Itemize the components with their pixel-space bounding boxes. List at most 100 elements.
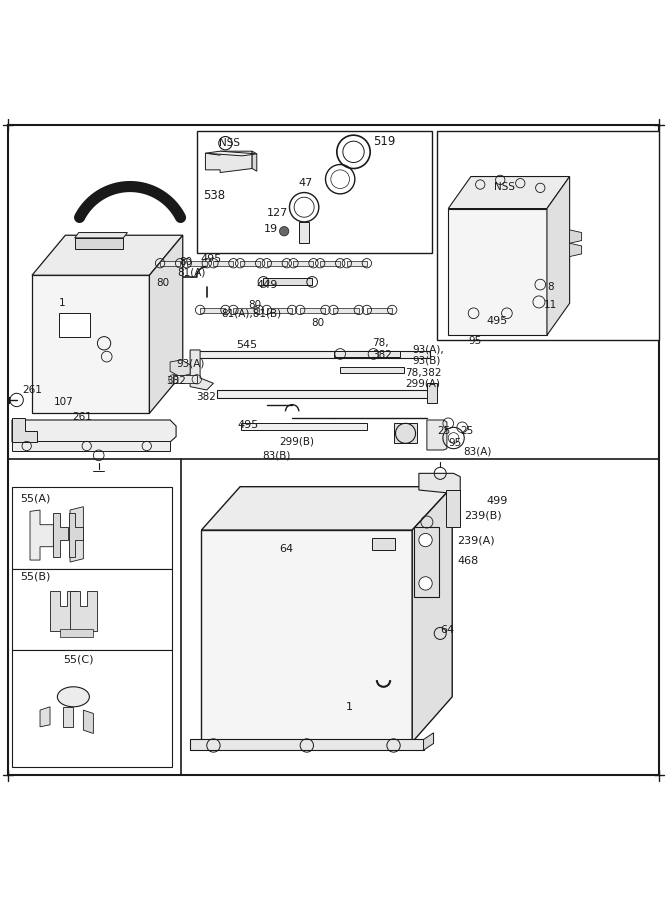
Polygon shape bbox=[63, 706, 73, 727]
Text: 25: 25 bbox=[438, 426, 451, 436]
Text: 382: 382 bbox=[372, 349, 392, 360]
Polygon shape bbox=[448, 209, 547, 336]
Text: 8: 8 bbox=[547, 283, 554, 293]
Polygon shape bbox=[446, 490, 460, 526]
Text: 1: 1 bbox=[148, 184, 155, 195]
Text: 81(A),81(B): 81(A),81(B) bbox=[221, 309, 281, 319]
Circle shape bbox=[279, 227, 289, 236]
Text: 95: 95 bbox=[448, 437, 462, 447]
Polygon shape bbox=[394, 423, 417, 444]
Polygon shape bbox=[12, 420, 176, 442]
Text: 519: 519 bbox=[374, 135, 396, 148]
Polygon shape bbox=[448, 176, 570, 209]
Bar bbox=[12, 569, 172, 650]
Polygon shape bbox=[12, 418, 37, 442]
Text: 545: 545 bbox=[236, 339, 257, 349]
Polygon shape bbox=[213, 261, 233, 266]
Bar bbox=[12, 650, 172, 767]
Text: NSS: NSS bbox=[494, 182, 514, 192]
Text: 127: 127 bbox=[267, 208, 288, 218]
Bar bbox=[197, 131, 432, 253]
Text: 93(A),: 93(A), bbox=[412, 345, 444, 355]
Polygon shape bbox=[12, 441, 170, 451]
Bar bbox=[437, 131, 659, 340]
Polygon shape bbox=[267, 308, 292, 312]
Polygon shape bbox=[201, 487, 452, 530]
Polygon shape bbox=[205, 151, 257, 156]
Text: 382: 382 bbox=[196, 392, 216, 402]
Text: 495: 495 bbox=[487, 316, 508, 326]
Text: 80: 80 bbox=[179, 256, 192, 267]
Text: 83(B): 83(B) bbox=[262, 450, 291, 460]
Text: 495: 495 bbox=[200, 254, 221, 264]
Polygon shape bbox=[320, 261, 340, 266]
Text: 80: 80 bbox=[248, 300, 261, 310]
Polygon shape bbox=[149, 235, 183, 413]
Polygon shape bbox=[59, 312, 90, 337]
Polygon shape bbox=[205, 151, 252, 173]
Text: 83(A): 83(A) bbox=[464, 446, 492, 456]
Polygon shape bbox=[340, 366, 404, 373]
Polygon shape bbox=[570, 230, 582, 243]
Text: 64: 64 bbox=[279, 544, 293, 554]
Polygon shape bbox=[299, 222, 309, 243]
Text: 25: 25 bbox=[460, 426, 474, 436]
Polygon shape bbox=[412, 487, 452, 742]
Bar bbox=[12, 487, 172, 569]
Polygon shape bbox=[424, 733, 434, 751]
Polygon shape bbox=[173, 375, 197, 383]
Text: 1: 1 bbox=[346, 702, 352, 712]
Text: 81(A): 81(A) bbox=[177, 267, 205, 277]
Polygon shape bbox=[427, 420, 447, 450]
Polygon shape bbox=[201, 530, 412, 742]
Polygon shape bbox=[70, 507, 83, 562]
Polygon shape bbox=[263, 278, 312, 285]
Polygon shape bbox=[240, 261, 260, 266]
Polygon shape bbox=[372, 538, 395, 550]
Polygon shape bbox=[347, 261, 367, 266]
Text: 299(A): 299(A) bbox=[406, 378, 440, 388]
Text: 495: 495 bbox=[237, 420, 259, 430]
Text: 261: 261 bbox=[23, 385, 43, 395]
Text: 107: 107 bbox=[53, 397, 73, 407]
Text: 1: 1 bbox=[59, 298, 65, 309]
Polygon shape bbox=[233, 308, 259, 312]
Polygon shape bbox=[32, 275, 149, 413]
Text: 468: 468 bbox=[458, 556, 479, 566]
Polygon shape bbox=[187, 261, 207, 266]
Text: 78,: 78, bbox=[372, 338, 389, 348]
Text: 11: 11 bbox=[544, 300, 557, 310]
Polygon shape bbox=[190, 351, 430, 358]
Text: 538: 538 bbox=[203, 189, 225, 202]
Polygon shape bbox=[367, 308, 392, 312]
Text: 95: 95 bbox=[468, 336, 482, 346]
Text: 55(C): 55(C) bbox=[63, 654, 94, 664]
Polygon shape bbox=[160, 261, 180, 266]
Polygon shape bbox=[190, 350, 213, 390]
Text: 93(A): 93(A) bbox=[176, 358, 205, 368]
Polygon shape bbox=[200, 308, 225, 312]
Polygon shape bbox=[75, 238, 123, 248]
Text: 449: 449 bbox=[257, 280, 278, 290]
Polygon shape bbox=[40, 706, 50, 727]
Polygon shape bbox=[170, 360, 190, 376]
Ellipse shape bbox=[57, 687, 89, 707]
Polygon shape bbox=[70, 591, 97, 632]
Text: 80: 80 bbox=[311, 318, 325, 328]
Text: 78,382: 78,382 bbox=[406, 367, 442, 378]
Text: 19: 19 bbox=[263, 223, 277, 234]
Text: 47: 47 bbox=[298, 178, 312, 188]
Text: 64: 64 bbox=[440, 626, 454, 635]
Text: 499: 499 bbox=[487, 496, 508, 506]
Polygon shape bbox=[293, 261, 313, 266]
Text: 55(A): 55(A) bbox=[20, 494, 51, 504]
Polygon shape bbox=[252, 151, 257, 171]
Polygon shape bbox=[300, 308, 325, 312]
Polygon shape bbox=[190, 740, 424, 751]
Circle shape bbox=[448, 433, 459, 444]
Text: 382: 382 bbox=[166, 376, 186, 386]
Polygon shape bbox=[69, 513, 83, 557]
Text: 299(B): 299(B) bbox=[279, 437, 313, 447]
Polygon shape bbox=[53, 513, 68, 557]
Polygon shape bbox=[427, 383, 437, 403]
